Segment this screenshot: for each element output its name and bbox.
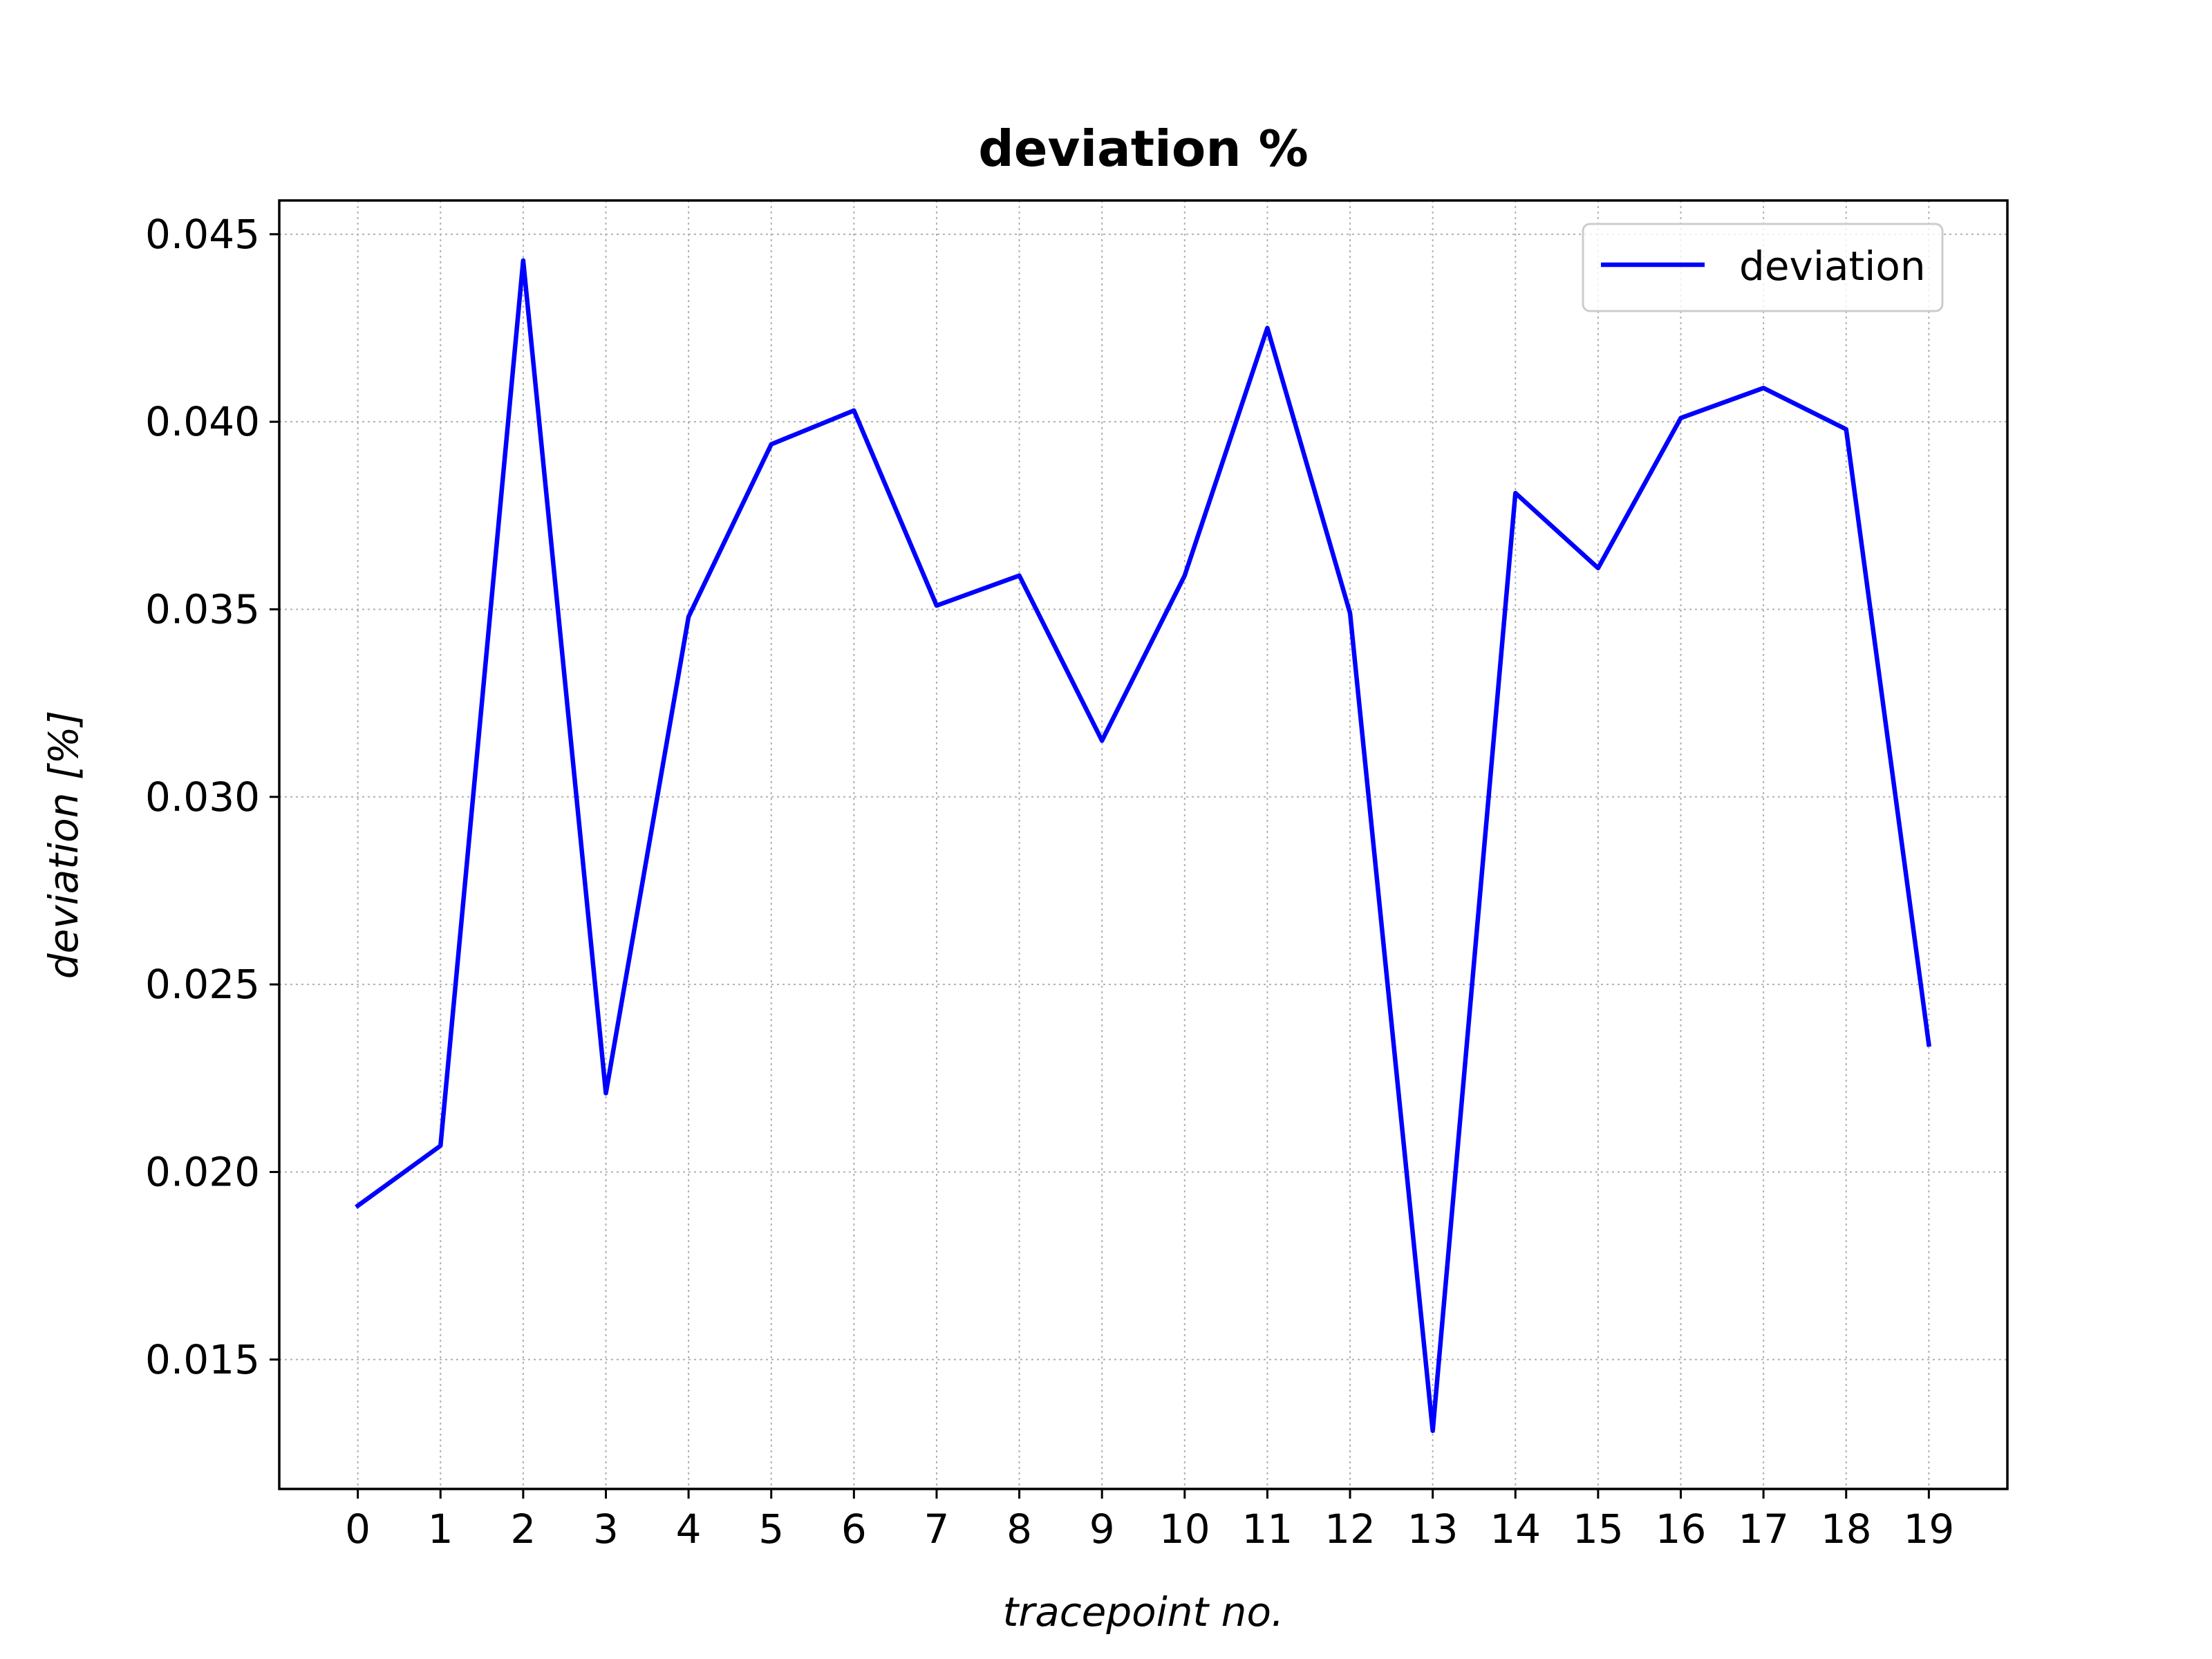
x-tick-label: 11 <box>1242 1506 1293 1553</box>
x-tick-label: 7 <box>924 1506 950 1553</box>
y-tick-label: 0.015 <box>145 1336 260 1383</box>
x-tick-label: 4 <box>676 1506 702 1553</box>
plot-frame <box>278 199 2009 1490</box>
x-tick-label: 2 <box>510 1506 536 1553</box>
y-tick-label: 0.045 <box>145 211 260 258</box>
y-axis-label: deviation [%] <box>40 711 87 979</box>
legend-label-deviation: deviation <box>1739 243 1926 290</box>
y-tick-label: 0.025 <box>145 961 260 1008</box>
x-axis: 0 1 2 3 4 5 6 7 8 9 10 11 12 13 14 15 16 17 18 19 <box>345 1489 1954 1553</box>
data-point <box>1101 740 1103 741</box>
grid <box>279 200 2007 1489</box>
x-tick-label: 8 <box>1006 1506 1032 1553</box>
x-tick-label: 10 <box>1159 1506 1210 1553</box>
y-tick-label: 0.040 <box>145 398 260 445</box>
x-tick-label: 12 <box>1324 1506 1376 1553</box>
y-axis: 0.015 0.020 0.025 0.030 0.035 0.040 0.045 <box>145 211 279 1383</box>
y-tick-label: 0.030 <box>145 774 260 821</box>
x-tick-label: 13 <box>1407 1506 1459 1553</box>
x-tick-label: 16 <box>1656 1506 1707 1553</box>
x-tick-label: 18 <box>1821 1506 1872 1553</box>
x-tick-label: 1 <box>428 1506 453 1553</box>
x-tick-label: 6 <box>841 1506 867 1553</box>
x-tick-label: 5 <box>758 1506 784 1553</box>
data-point <box>440 1145 441 1146</box>
x-tick-label: 14 <box>1490 1506 1541 1553</box>
x-tick-label: 9 <box>1089 1506 1115 1553</box>
x-tick-label: 0 <box>345 1506 371 1553</box>
data-point <box>1349 612 1351 614</box>
data-point <box>1515 492 1516 494</box>
series-layer <box>355 258 1932 1434</box>
x-tick-label: 15 <box>1573 1506 1624 1553</box>
x-axis-label: tracepoint no. <box>1003 1588 1284 1635</box>
data-point <box>1184 575 1185 577</box>
legend-box <box>1582 223 1944 312</box>
y-tick-label: 0.020 <box>145 1148 260 1195</box>
x-tick-label: 19 <box>1903 1506 1954 1553</box>
data-point <box>1019 575 1020 577</box>
x-tick-label: 3 <box>593 1506 619 1553</box>
legend: deviation <box>1582 223 1944 312</box>
x-tick-label: 17 <box>1738 1506 1789 1553</box>
series-line-deviation <box>355 258 1932 1434</box>
chart-title: deviation % <box>978 120 1309 178</box>
y-tick-label: 0.035 <box>145 585 260 632</box>
data-point <box>1432 1430 1434 1432</box>
